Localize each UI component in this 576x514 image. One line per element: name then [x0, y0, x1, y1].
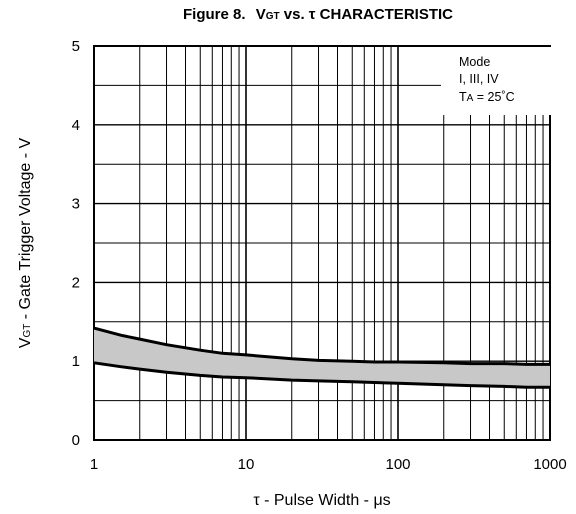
title-prefix: Figure 8.	[183, 6, 246, 23]
title-sub: GT	[266, 11, 280, 22]
x-axis-label: τ - Pulse Width - μs	[253, 492, 390, 509]
title-v: V	[256, 6, 266, 23]
x-tick-label: 1	[90, 456, 98, 473]
title-tau: τ	[309, 6, 316, 23]
ylabel-v: V	[17, 337, 34, 348]
y-axis-label: VGT - Gate Trigger Voltage - V	[17, 137, 34, 348]
ylabel-sub: GT	[22, 324, 33, 338]
legend: Mode I, III, IV TA = 25˚C	[459, 55, 515, 104]
series-line-upper-bound	[93, 326, 550, 366]
legend-mode: Mode	[459, 55, 490, 69]
y-tick-label: 5	[72, 38, 80, 55]
chart-title: Figure 8. VGT vs. τ CHARACTERISTIC	[183, 6, 453, 23]
ylabel-rest: - Gate Trigger Voltage - V	[17, 137, 34, 323]
y-tick-label: 1	[72, 353, 80, 370]
legend-rest: = 25˚C	[473, 90, 514, 104]
band	[93, 326, 550, 389]
y-tick-label: 2	[72, 274, 80, 291]
band-area	[94, 328, 550, 388]
series-line-lower-bound	[93, 361, 550, 389]
x-tick-label: 1000	[533, 456, 566, 473]
legend-quadrants: I, III, IV	[459, 72, 499, 86]
x-tick-label: 10	[238, 456, 255, 473]
x-tick-label: 100	[385, 456, 410, 473]
plot-frame	[93, 45, 551, 441]
legend-temperature: TA = 25˚C	[459, 90, 515, 104]
title-vs: vs.	[280, 6, 309, 23]
y-tick-label: 0	[72, 432, 80, 449]
y-tick-label: 3	[72, 196, 80, 213]
legend-background	[441, 47, 551, 115]
legend-t: T	[459, 90, 467, 104]
y-tick-labels: 0 1 2 3 4 5	[72, 38, 80, 449]
y-tick-label: 4	[72, 117, 80, 134]
title-suffix: CHARACTERISTIC	[315, 6, 453, 23]
legend-sub: A	[467, 93, 474, 104]
x-tick-labels: 1 10 100 1000	[90, 456, 567, 473]
